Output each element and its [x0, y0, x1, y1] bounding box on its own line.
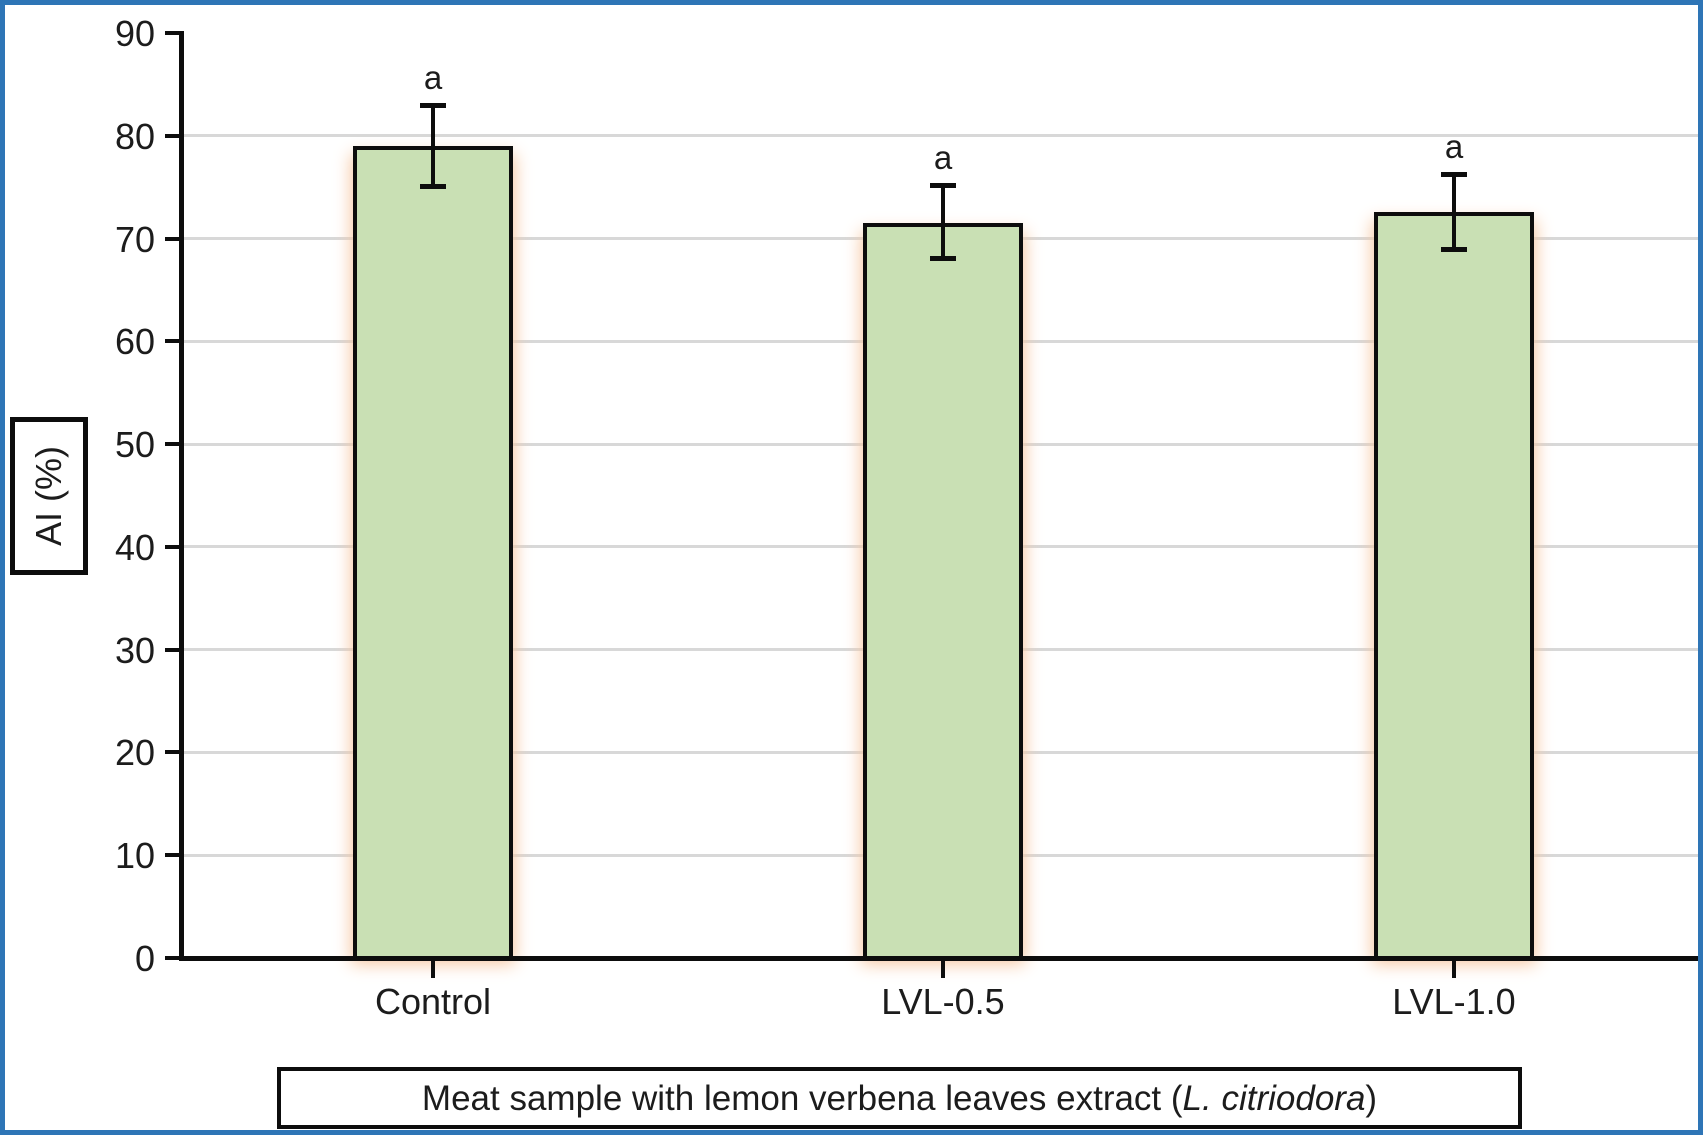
significance-letter-2: a: [1444, 127, 1464, 165]
error-bar-cap-top-2: [1441, 171, 1467, 177]
y-tick-label-60: 60: [114, 321, 155, 363]
y-tick-label-80: 80: [114, 115, 155, 157]
y-tick-label-20: 20: [114, 732, 155, 774]
bar-lvl-0-5: [863, 223, 1023, 960]
error-bar-line-2: [1452, 173, 1456, 250]
y-tick-label-30: 30: [114, 629, 155, 671]
x-tick-1: [941, 961, 945, 978]
y-tick-label-40: 40: [114, 526, 155, 568]
error-bar-line-1: [941, 185, 945, 260]
y-axis-label: AI (%): [28, 445, 70, 547]
x-category-label-1: LVL-0.5: [881, 981, 1005, 1022]
y-tick-70: [165, 236, 182, 241]
y-tick-label-70: 70: [114, 218, 155, 260]
x-tick-0: [431, 961, 435, 978]
y-tick-0: [165, 956, 182, 960]
error-bar-cap-bottom-2: [1441, 246, 1467, 252]
y-tick-10: [165, 853, 182, 858]
x-axis-spine: [179, 956, 1698, 961]
y-tick-40: [165, 544, 182, 549]
y-tick-60: [165, 339, 182, 344]
significance-letter-0: a: [423, 58, 443, 96]
y-tick-90: [165, 31, 182, 35]
y-tick-label-10: 10: [114, 835, 155, 877]
y-tick-20: [165, 750, 182, 755]
error-bar-cap-bottom-0: [420, 184, 446, 190]
bar-lvl-1-0: [1374, 211, 1534, 960]
plot-area: 0 10 20 30 40 50 60 70 80 90 a Control a LVL-0.5 a LVL-…: [5, 5, 1698, 1130]
gridline-80: [184, 134, 1698, 138]
y-tick-label-0: 0: [134, 938, 155, 979]
y-tick-80: [165, 133, 182, 138]
species-name-italic: L. citriodora: [1182, 1078, 1366, 1118]
x-category-label-0: Control: [374, 981, 492, 1022]
error-bar-cap-top-1: [930, 183, 956, 189]
y-tick-50: [165, 442, 182, 447]
y-tick-label-90: 90: [114, 13, 155, 54]
error-bar-cap-bottom-1: [930, 256, 956, 262]
bar-control: [353, 146, 513, 960]
x-category-label-2: LVL-1.0: [1392, 981, 1516, 1022]
error-bar-cap-top-0: [420, 102, 446, 108]
x-axis-title-prefix: Meat sample with lemon verbena leaves ex…: [421, 1078, 1183, 1118]
x-axis-title-box: Meat sample with lemon verbena leaves ex…: [277, 1067, 1522, 1129]
x-axis-title: Meat sample with lemon verbena leaves ex…: [422, 1081, 1377, 1116]
x-axis-title-suffix: ): [1365, 1078, 1378, 1118]
x-tick-2: [1452, 961, 1456, 978]
y-axis-label-box: AI (%): [10, 417, 88, 575]
y-axis-spine: [179, 31, 184, 961]
significance-letter-1: a: [933, 139, 953, 177]
error-bar-line-0: [431, 104, 435, 188]
y-tick-30: [165, 647, 182, 652]
y-tick-label-50: 50: [114, 424, 155, 466]
